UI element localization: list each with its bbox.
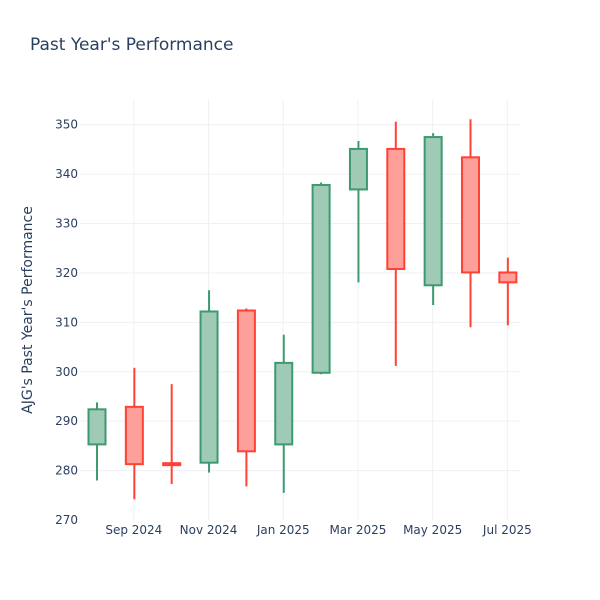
candle-body: [386, 147, 406, 270]
y-tick-label: 300: [55, 365, 78, 379]
x-tick-label: Nov 2024: [180, 523, 238, 537]
chart-title: Past Year's Performance: [30, 35, 234, 55]
candle-decreasing: [236, 308, 256, 487]
x-tick-label: Mar 2025: [329, 523, 386, 537]
candle-body: [461, 156, 480, 274]
candle-decreasing: [386, 121, 406, 366]
y-tick-label: 330: [55, 217, 78, 231]
x-tick-label: Jul 2025: [482, 523, 532, 537]
x-tick-label: Sep 2024: [105, 523, 162, 537]
y-axis-label: AJG's Past Year's Performance: [20, 206, 36, 414]
y-tick-label: 290: [55, 414, 78, 428]
candle-body: [236, 309, 256, 453]
candle-body: [274, 361, 294, 446]
x-tick-label: Jan 2025: [256, 523, 310, 537]
candle-body: [348, 147, 368, 191]
candle-body: [423, 136, 443, 287]
candle-increasing: [423, 133, 443, 306]
candle-decreasing: [162, 384, 182, 484]
y-tick-label: 320: [55, 266, 78, 280]
candle-increasing: [348, 141, 368, 283]
candle-body: [162, 462, 182, 467]
candle-body: [498, 271, 518, 284]
candle-increasing: [199, 290, 219, 473]
candle-body: [124, 405, 144, 466]
x-axis-ticks: Sep 2024 Nov 2024 Jan 2025 Mar 2025 May 2025…: [105, 523, 531, 537]
candle-decreasing: [498, 257, 518, 326]
y-tick-label: 270: [55, 513, 78, 527]
candle-decreasing: [461, 119, 480, 328]
y-tick-label: 350: [55, 118, 78, 132]
candles: [87, 119, 518, 500]
candle-body: [311, 183, 331, 374]
candle-decreasing: [124, 367, 144, 500]
x-tick-label: May 2025: [403, 523, 462, 537]
y-gridlines: [80, 124, 520, 472]
candle-body: [199, 310, 219, 464]
y-tick-label: 340: [55, 167, 78, 181]
y-tick-label: 280: [55, 464, 78, 478]
candle-body: [87, 408, 107, 446]
candle-increasing: [87, 402, 107, 481]
y-tick-label: 310: [55, 315, 78, 329]
y-axis-ticks: 270 280 290 300 310 320 330 340 350: [55, 118, 78, 527]
candle-increasing: [311, 182, 331, 375]
candle-increasing: [274, 334, 294, 493]
